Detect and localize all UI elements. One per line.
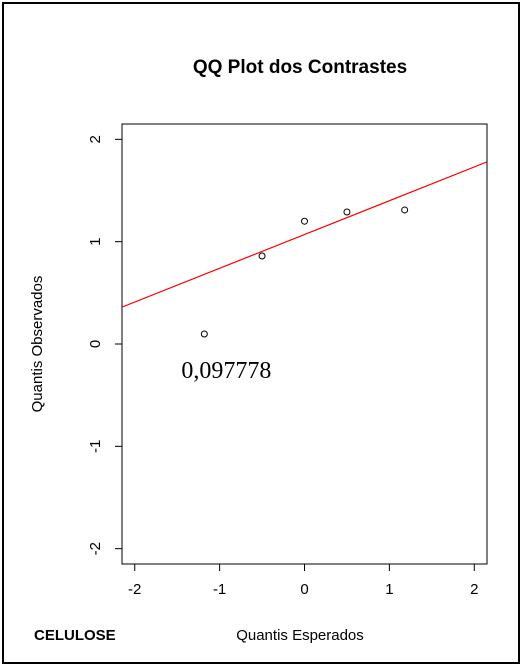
data-points — [200, 206, 409, 338]
data-point — [258, 252, 266, 260]
x-tick-label: 0 — [300, 581, 308, 598]
y-tick-label: -1 — [87, 440, 104, 453]
data-point — [401, 206, 409, 214]
y-tick-label: 0 — [87, 340, 104, 348]
chart-title: QQ Plot dos Contrastes — [193, 57, 407, 78]
x-tick-label: 2 — [470, 581, 478, 598]
y-tick-label: 2 — [87, 135, 104, 143]
corner-label: CELULOSE — [34, 627, 116, 644]
y-tick-label: -2 — [87, 542, 104, 555]
x-tick-label: -2 — [128, 581, 141, 598]
reference-line — [122, 161, 487, 308]
x-axis-label: Quantis Esperados — [236, 627, 364, 644]
x-tick-label: 1 — [385, 581, 393, 598]
data-point — [343, 208, 351, 216]
x-tick-label: -1 — [213, 581, 226, 598]
y-axis-label: Quantis Observados — [29, 276, 46, 413]
point-annotation: 0,097778 — [181, 358, 271, 384]
y-tick-label: 1 — [87, 238, 104, 246]
data-point — [200, 330, 208, 338]
data-point — [301, 217, 308, 225]
figure-frame — [2, 2, 520, 664]
x-axis: -2 -1 0 1 2 — [128, 564, 478, 598]
plot-area-border — [121, 123, 488, 565]
y-axis: -2 -1 0 1 2 — [87, 135, 122, 555]
